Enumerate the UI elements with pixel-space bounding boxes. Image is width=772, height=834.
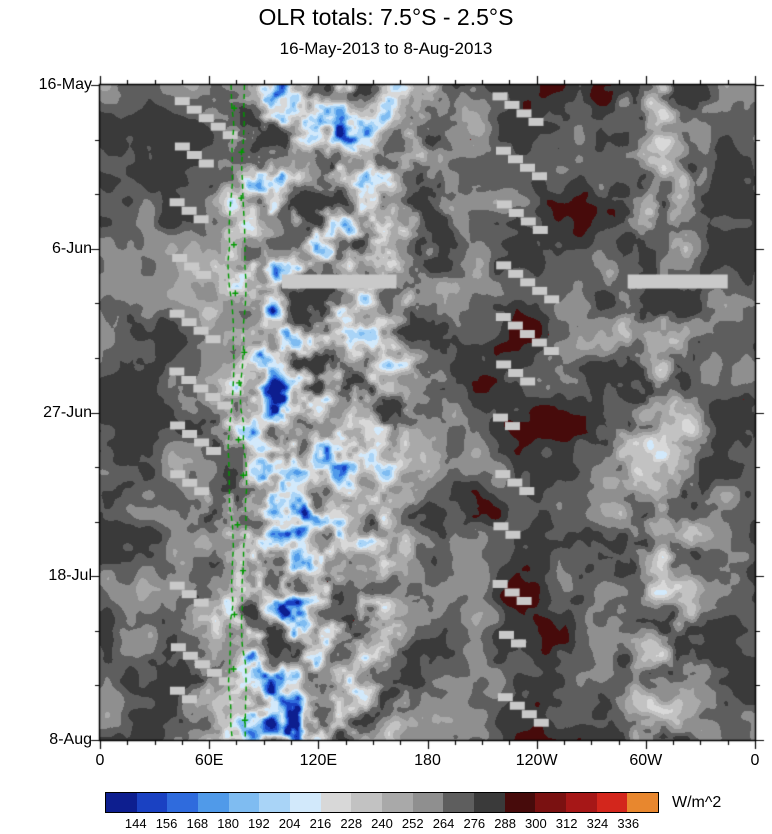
x-axis-tick-label: 120W xyxy=(515,752,558,769)
colorbar-tick-label: 204 xyxy=(278,816,301,831)
colorbar-tick-label: 300 xyxy=(525,816,547,831)
colorbar-segment xyxy=(106,793,137,812)
colorbar-tick-label: 192 xyxy=(248,816,270,831)
colorbar-segment xyxy=(627,793,659,812)
colorbar-tick-label: 180 xyxy=(217,816,239,831)
colorbar-tick-label: 216 xyxy=(309,816,332,831)
x-axis-tick-label: 60W xyxy=(629,752,663,769)
x-axis-tick-label: 60E xyxy=(194,752,224,769)
colorbar-segment xyxy=(382,793,413,812)
colorbar-tick-label: 156 xyxy=(155,816,178,831)
y-axis-tick-label: 18-Jul xyxy=(48,567,92,585)
colorbar-segment xyxy=(535,793,567,812)
colorbar-tick-label: 144 xyxy=(124,816,147,831)
colorbar-tick-label: 288 xyxy=(494,816,516,831)
chart-subtitle: 16-May-2013 to 8-Aug-2013 xyxy=(279,39,493,58)
colorbar-units-label: W/m^2 xyxy=(672,794,722,811)
colorbar-segment xyxy=(136,793,168,812)
y-axis-tick-label: 8-Aug xyxy=(49,731,92,748)
colorbar-segment xyxy=(412,793,444,812)
colorbar-tick-label: 252 xyxy=(401,816,424,831)
colorbar-segment xyxy=(566,793,597,812)
colorbar-tick-label: 168 xyxy=(186,816,209,831)
y-axis-tick-label: 27-Jun xyxy=(43,403,92,421)
colorbar-tick-label: 324 xyxy=(586,816,609,831)
colorbar-segment xyxy=(198,793,229,812)
hovmoller-heatmap-canvas xyxy=(0,0,772,762)
y-axis-tick-label: 6-Jun xyxy=(51,239,92,257)
colorbar-segment xyxy=(259,793,291,812)
chart-title: OLR totals: 7.5°S - 2.5°S xyxy=(258,4,514,30)
colorbar-segment xyxy=(504,793,536,812)
colorbar-segment xyxy=(228,793,260,812)
colorbar-tick-label: 276 xyxy=(463,816,486,831)
colorbar-segment xyxy=(596,793,628,812)
colorbar-segment xyxy=(320,793,352,812)
x-axis-tick-label: 180 xyxy=(414,752,441,769)
colorbar-tick-label: 228 xyxy=(340,816,363,831)
x-axis-tick-label: 0 xyxy=(95,752,105,769)
colorbar-segment xyxy=(167,793,199,812)
colorbar-segment xyxy=(443,793,475,812)
colorbar-tick-label: 312 xyxy=(555,816,578,831)
colorbar-segment xyxy=(290,793,321,812)
x-axis-tick-label: 120E xyxy=(299,752,338,769)
colorbar-tick-label: 336 xyxy=(617,816,640,831)
colorbar-tick-label: 240 xyxy=(371,816,393,831)
x-axis-tick-label: 0 xyxy=(750,752,760,769)
colorbar-tick-label: 264 xyxy=(432,816,455,831)
colorbar xyxy=(105,792,659,813)
y-axis-tick-label: 16-May xyxy=(38,76,92,93)
colorbar-segment xyxy=(474,793,505,812)
colorbar-segment xyxy=(351,793,383,812)
